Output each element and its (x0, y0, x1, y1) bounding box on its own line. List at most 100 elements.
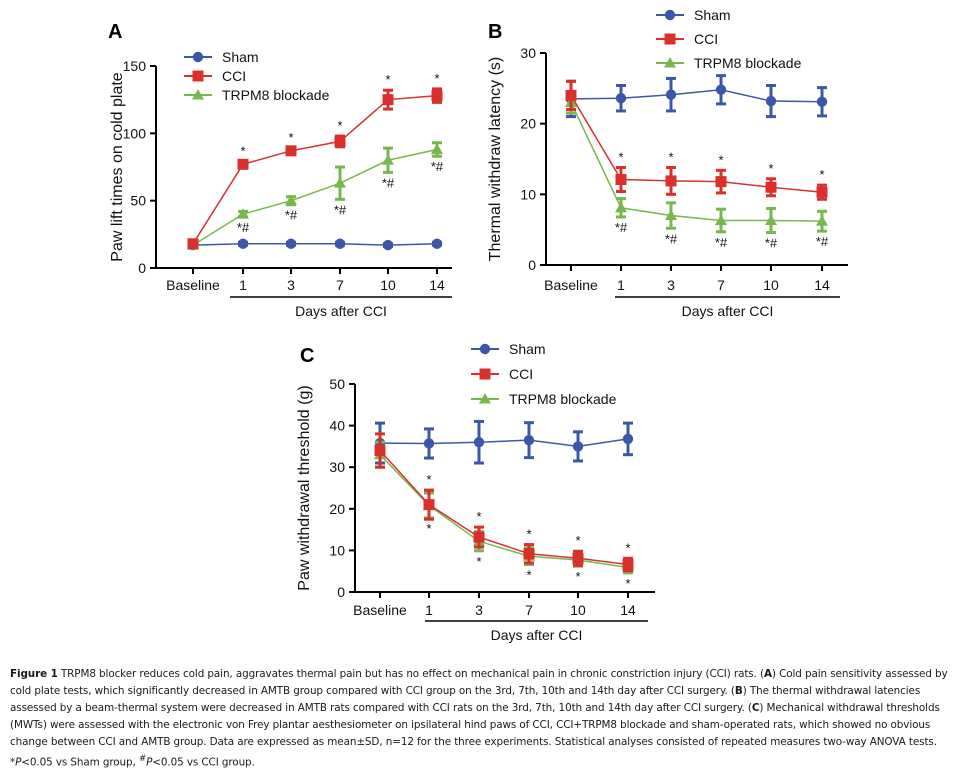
x-axis-title: Days after CCI (295, 303, 387, 319)
caption-text: <0.05 vs CCI group. (152, 756, 255, 769)
significance-mark: * (768, 161, 773, 176)
x-tick-label: 3 (667, 277, 675, 293)
data-point (187, 238, 199, 250)
x-tick-label: Baseline (166, 277, 220, 293)
y-tick-label: 50 (329, 376, 345, 392)
x-tick-label: Baseline (353, 602, 407, 618)
legend-item: TRPM8 blockade (471, 391, 617, 407)
series-line (379, 450, 629, 566)
legend-label: Sham (694, 7, 731, 23)
series-line (379, 454, 629, 569)
caption-text: ) The thermal withdrawal latencies asses… (10, 685, 921, 714)
data-point (665, 89, 677, 100)
data-point (431, 90, 443, 102)
significance-mark: * (240, 144, 245, 159)
series-line (570, 88, 823, 103)
data-point (765, 95, 777, 107)
significance-mark: * (434, 71, 439, 86)
data-point (816, 186, 828, 198)
caption-text: A (763, 668, 772, 680)
data-point (237, 158, 249, 170)
significance-mark: * (385, 72, 390, 87)
significance-mark: * (618, 149, 623, 164)
series-line (570, 95, 823, 193)
significance-mark: * (426, 472, 431, 487)
series-trpm8-blockade (187, 141, 443, 250)
panel-label: A (108, 21, 122, 43)
series-trpm8-blockade (565, 90, 828, 234)
data-point (665, 175, 677, 187)
x-tick-label: 1 (239, 277, 247, 293)
series-sham (374, 419, 634, 465)
significance-mark: * (625, 540, 630, 555)
y-tick-label: 150 (123, 58, 147, 74)
significance-mark: *# (285, 208, 298, 223)
data-point (615, 93, 627, 104)
series-sham (187, 238, 443, 251)
legend-item: Sham (471, 341, 546, 357)
y-tick-label: 0 (138, 260, 146, 276)
y-tick-label: 40 (329, 418, 345, 434)
x-tick-label: Baseline (544, 277, 598, 293)
caption-text: ) Mechanical withdrawal thresholds (MWTs… (10, 702, 940, 769)
data-point (473, 531, 485, 543)
caption-text: P (146, 756, 153, 769)
x-tick-label: 7 (525, 602, 533, 618)
data-point (523, 434, 535, 446)
data-point (565, 89, 577, 101)
data-point (285, 194, 297, 206)
data-point (816, 96, 828, 107)
legend-item: TRPM8 blockade (184, 87, 330, 103)
x-tick-label: 10 (380, 277, 396, 293)
x-tick-label: 7 (336, 277, 344, 293)
significance-mark: *# (665, 231, 678, 246)
y-tick-label: 10 (520, 186, 536, 202)
data-point (285, 145, 297, 157)
significance-mark: *# (334, 202, 347, 217)
data-point (431, 143, 443, 154)
series-sham (565, 74, 828, 119)
data-point (572, 441, 584, 452)
significance-mark: *# (615, 220, 628, 235)
caption-text: B (734, 685, 743, 697)
caption-text: C (751, 702, 760, 714)
y-tick-label: 20 (329, 501, 345, 517)
series-cci (187, 87, 443, 250)
chart-panel-c: C 0 10 20 30 40 50 Paw withdrawal threshold (g)… (296, 341, 655, 643)
panel-label: B (488, 21, 502, 43)
legend-item: CCI (184, 68, 246, 84)
x-tick-label: 7 (717, 277, 725, 293)
data-point (382, 154, 394, 165)
series-trpm8-blockade (374, 440, 634, 575)
series-cci (565, 79, 828, 201)
data-point (622, 559, 634, 571)
x-axis-title: Days after CCI (491, 627, 583, 643)
y-axis-title: Thermal withdraw latency (s) (487, 57, 504, 262)
caption-text: <0.05 vs Sham group, (21, 756, 139, 769)
significance-mark: * (668, 149, 673, 164)
legend-label: CCI (222, 68, 246, 84)
series-line (192, 243, 438, 246)
data-point (237, 208, 249, 219)
significance-mark: * (625, 576, 630, 591)
significance-mark: * (526, 568, 531, 583)
data-point (523, 548, 535, 560)
significance-mark: *# (715, 235, 728, 250)
significance-mark: * (426, 521, 431, 536)
legend-item: CCI (471, 366, 533, 382)
figure-caption: Figure 1 TRPM8 blocker reduces cold pain… (10, 666, 950, 771)
legend-marker (664, 9, 676, 21)
legend-label: TRPM8 blockade (222, 87, 330, 103)
data-point (622, 433, 634, 445)
data-point (665, 209, 677, 221)
legend-label: TRPM8 blockade (509, 391, 617, 407)
significance-mark: * (476, 509, 481, 524)
legend-label: CCI (694, 31, 718, 47)
data-point (374, 445, 386, 457)
legend-marker (192, 89, 204, 100)
x-tick-label: 3 (475, 602, 483, 618)
legend-label: Sham (222, 49, 259, 65)
y-tick-label: 0 (337, 584, 345, 600)
x-tick-label: 10 (763, 277, 779, 293)
legend-label: CCI (509, 366, 533, 382)
